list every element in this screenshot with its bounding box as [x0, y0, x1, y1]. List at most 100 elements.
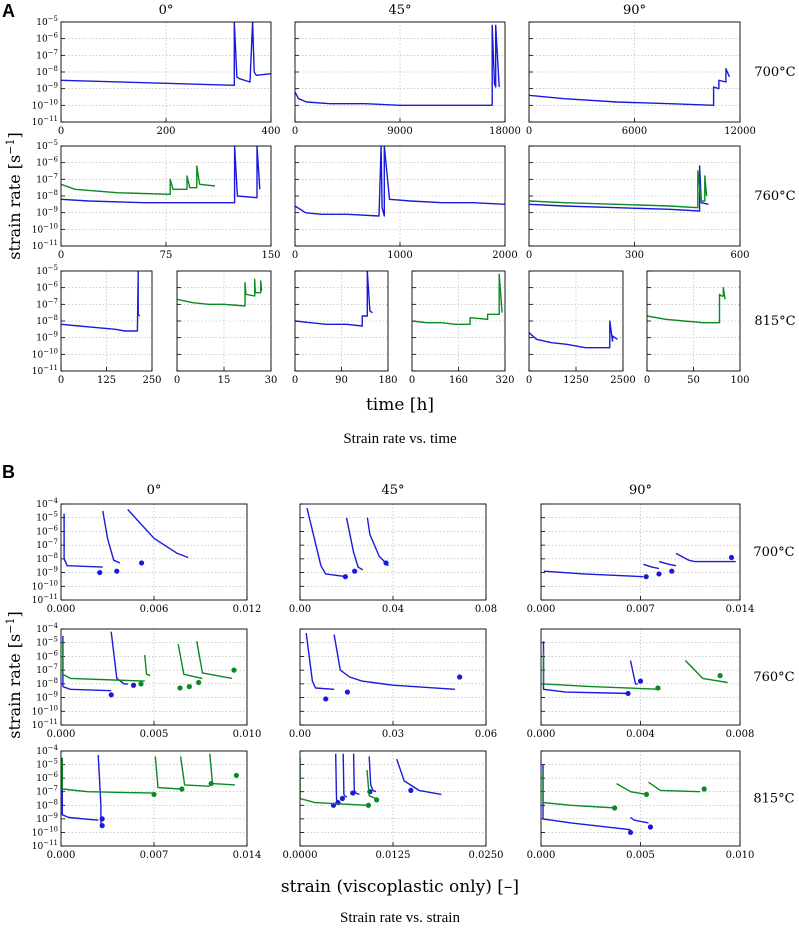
series-line-series_2: [177, 278, 263, 307]
series-group: [300, 753, 442, 808]
failure-point-series_1: [637, 678, 644, 684]
failure-point-series_2: [231, 667, 237, 673]
series-line-series_1: [630, 816, 649, 824]
column-title: 0°: [159, 3, 174, 18]
series-line-series_1: [306, 507, 347, 578]
x-tick-label: 150: [261, 250, 280, 261]
y-tick-label: 10−6: [36, 281, 58, 294]
subplot: 0.000 0.005 0.01010−1110−1010−910−810−710−…: [32, 622, 262, 740]
series-line-series_2: [366, 769, 377, 800]
series-group: [61, 271, 141, 332]
failure-point-series_1: [130, 682, 137, 688]
series-line-series_2: [300, 757, 368, 806]
x-tick-label: 0.000: [527, 850, 556, 861]
x-tick-label: 200: [156, 126, 175, 137]
subplot-frame: [60, 270, 153, 372]
x-tick-label: 1000: [387, 250, 412, 261]
series-line-series_1: [529, 320, 618, 349]
failure-point-series_1: [656, 571, 662, 577]
subplot: 0.00 0.03 0.06: [289, 628, 497, 740]
y-tick-label: 10−5: [36, 758, 58, 771]
series-line-series_1: [675, 552, 736, 563]
x-axis-label: strain (viscoplastic only) [–]: [281, 877, 519, 897]
y-tick-label: 10−7: [36, 48, 58, 61]
row-label: 700°C: [754, 65, 795, 80]
series-line-series_1: [396, 758, 442, 796]
chart-strain-rate-vs-strain: 0° 45° 90° 700°C 760°C 815°C strain (viscoplas…: [4, 483, 795, 897]
series-line-series_1: [63, 513, 103, 568]
row-label: 700°C: [753, 545, 794, 560]
failure-point-series_1: [108, 692, 114, 698]
series-line-series_1: [366, 517, 389, 567]
y-tick-label: 10−10: [32, 98, 58, 111]
x-tick-label: 0: [526, 250, 532, 261]
series-line-series_2: [61, 165, 216, 196]
failure-point-series_2: [233, 772, 239, 779]
series-group: [295, 146, 505, 217]
y-tick-label: 10−7: [36, 172, 58, 185]
failure-point-series_1: [99, 823, 105, 829]
subplot: 0 1000 2000: [292, 145, 518, 261]
y-tick-label: 10−7: [36, 785, 58, 798]
x-tick-label: 2500: [610, 375, 635, 386]
subplot: 0.000 0.007 0.014: [527, 503, 754, 615]
y-tick-label: 10−11: [32, 718, 58, 731]
x-tick-label: 0.005: [626, 850, 655, 861]
x-tick-label: 0: [58, 375, 64, 386]
series-group: [305, 633, 463, 702]
y-tick-label: 10−8: [36, 65, 58, 78]
series-line-series_2: [144, 655, 151, 677]
failure-point-series_1: [457, 674, 463, 680]
failure-point-series_2: [186, 684, 192, 690]
series-line-series_1: [543, 570, 644, 578]
y-tick-label: 10−7: [36, 663, 58, 676]
x-tick-label: 0: [58, 250, 64, 261]
y-tick-label: 10−11: [32, 239, 58, 252]
x-tick-label: 0: [526, 375, 532, 386]
y-tick-label: 10−9: [36, 812, 58, 825]
series-line-series_1: [295, 24, 500, 107]
x-tick-label: 0: [644, 375, 650, 386]
subplot-frame: [60, 503, 248, 601]
y-tick-label: 10−10: [32, 347, 58, 360]
series-group: [61, 22, 271, 87]
x-tick-label: 100: [730, 375, 749, 386]
failure-point-series_1: [627, 829, 634, 836]
failure-point-series_2: [655, 685, 661, 691]
y-tick-label: 10−7: [36, 297, 58, 310]
series-line-series_1: [305, 633, 335, 690]
caption-a: Strain rate vs. time: [343, 431, 457, 447]
series-line-series_1: [643, 563, 660, 570]
subplot-frame: [294, 21, 506, 123]
y-tick-label: 10−9: [36, 82, 58, 95]
series-group: [542, 764, 707, 836]
subplot: 0.000 0.007 0.01410−1110−1010−910−810−710−…: [32, 744, 262, 861]
y-tick-label: 10−6: [36, 32, 58, 45]
y-tick-label: 10−9: [36, 566, 58, 579]
y-axis-label: strain rate [s−1]: [4, 132, 24, 259]
x-tick-label: 0.010: [726, 850, 755, 861]
x-tick-label: 90: [335, 375, 348, 386]
y-tick-label: 10−4: [36, 497, 58, 510]
subplot: 0.000 0.005 0.010: [527, 750, 755, 861]
failure-point-series_2: [717, 673, 723, 679]
series-line-series_2: [61, 757, 156, 794]
y-tick-label: 10−5: [36, 511, 58, 524]
series-line-series_1: [342, 753, 348, 798]
y-tick-label: 10−9: [36, 691, 58, 704]
series-line-series_2: [529, 170, 708, 209]
failure-point-series_2: [177, 685, 183, 691]
series-line-series_1: [542, 764, 631, 831]
subplot: 0.000 0.006 0.01210−1110−1010−910−810−710−…: [32, 497, 262, 615]
x-tick-label: 0.000: [47, 604, 76, 615]
y-tick-label: 10−11: [32, 115, 58, 128]
x-tick-label: 0.00: [289, 604, 311, 615]
failure-point-series_1: [383, 560, 389, 566]
subplot-frame: [60, 21, 272, 123]
column-title: 90°: [629, 483, 652, 498]
x-tick-label: 2000: [492, 250, 517, 261]
subplot-frame: [60, 628, 248, 726]
subplot-frame: [294, 270, 389, 372]
y-tick-label: 10−11: [32, 839, 58, 852]
